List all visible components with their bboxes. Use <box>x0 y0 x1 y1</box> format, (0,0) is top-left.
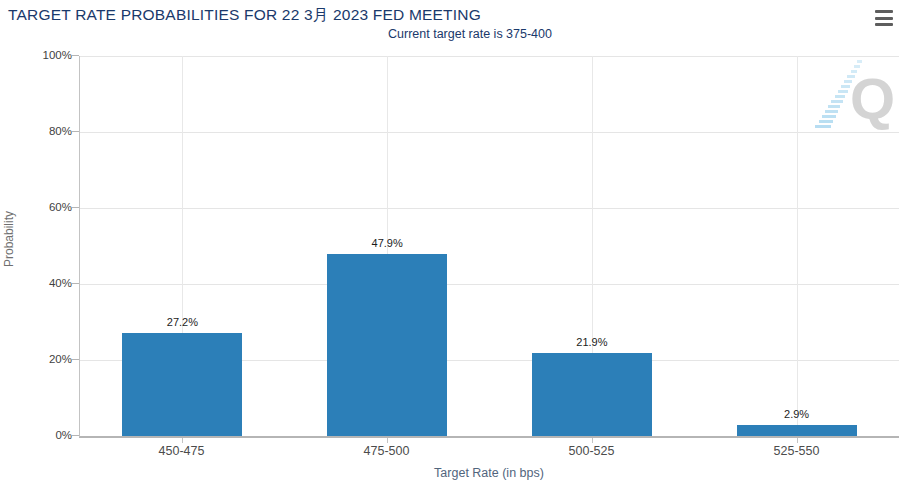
y-axis-tick <box>72 55 79 56</box>
hamburger-bar <box>875 17 893 20</box>
hamburger-bar <box>875 10 893 13</box>
bar-column: 21.9% <box>490 56 695 436</box>
chart-subtitle: Current target rate is 375-400 <box>40 27 899 41</box>
chart-title: TARGET RATE PROBABILITIES FOR 22 3月 2023… <box>8 5 481 26</box>
gridline-vertical <box>797 56 798 436</box>
x-tick-label: 475-500 <box>284 444 489 458</box>
bar-525-550[interactable] <box>737 425 857 436</box>
bar-value-label: 27.2% <box>80 316 285 328</box>
hamburger-bar <box>875 23 893 26</box>
y-axis-tick <box>72 131 79 132</box>
y-axis-labels: 0%20%40%60%80%100% <box>0 56 72 436</box>
y-tick-label: 100% <box>43 49 72 61</box>
y-tick-label: 20% <box>49 353 72 365</box>
x-axis-tick <box>592 438 593 443</box>
y-axis-tick <box>72 283 79 284</box>
bar-column: 47.9% <box>285 56 490 436</box>
x-axis-tick <box>182 438 183 443</box>
y-tick-label: 80% <box>49 125 72 137</box>
bar-450-475[interactable] <box>122 333 242 436</box>
hamburger-menu-icon[interactable] <box>875 9 895 27</box>
y-tick-label: 60% <box>49 201 72 213</box>
x-tick-label: 525-550 <box>694 444 899 458</box>
x-axis-tick <box>387 438 388 443</box>
x-tick-label: 450-475 <box>79 444 284 458</box>
y-axis-tick <box>72 207 79 208</box>
plot-area: Q 27.2%47.9%21.9%2.9% <box>79 56 899 438</box>
bar-column: 2.9% <box>694 56 899 436</box>
bar-column: 27.2% <box>80 56 285 436</box>
x-axis-title: Target Rate (in bps) <box>79 466 899 480</box>
bar-475-500[interactable] <box>327 254 447 436</box>
fedwatch-chart-page: { "header": { "title": "TARGET RATE PROB… <box>0 0 899 491</box>
y-axis-tick <box>72 359 79 360</box>
bar-value-label: 21.9% <box>490 336 695 348</box>
y-tick-label: 0% <box>55 429 72 441</box>
chart-area: Probability 0%20%40%60%80%100% Q 27.2%47… <box>0 56 899 438</box>
x-axis-tick <box>797 438 798 443</box>
y-tick-label: 40% <box>49 277 72 289</box>
bar-value-label: 2.9% <box>694 408 899 420</box>
y-axis-tick <box>72 435 79 436</box>
x-tick-labels: 450-475475-500500-525525-550 <box>79 444 899 458</box>
bar-500-525[interactable] <box>532 353 652 436</box>
bar-value-label: 47.9% <box>285 237 490 249</box>
x-tick-label: 500-525 <box>489 444 694 458</box>
